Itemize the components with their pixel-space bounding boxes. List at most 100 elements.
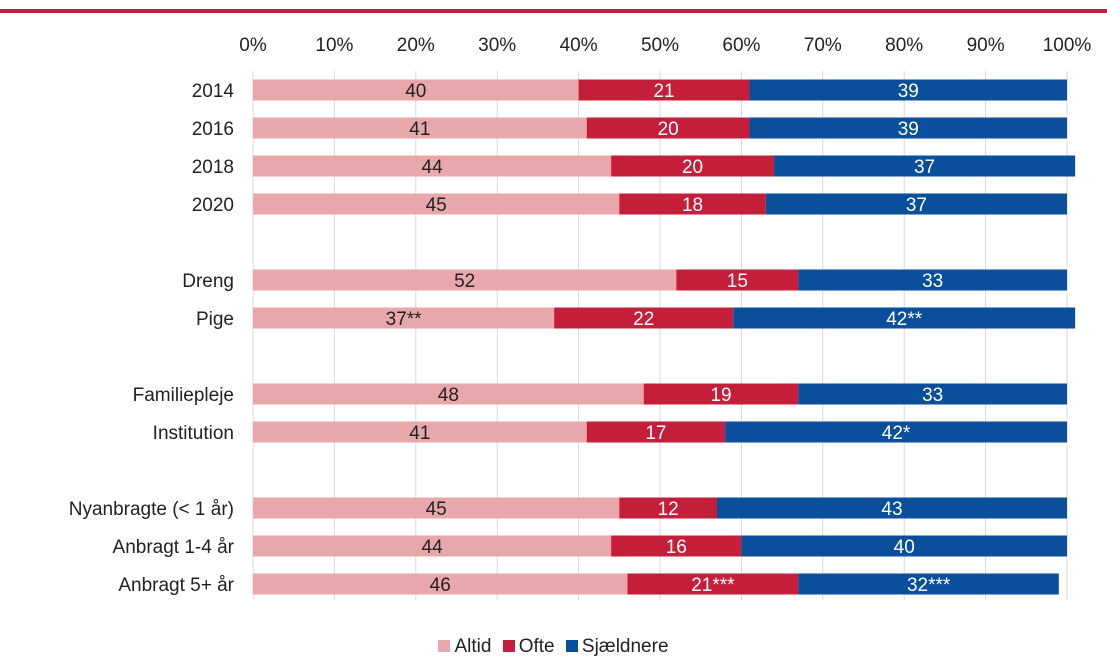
x-tick-label: 10%	[315, 35, 353, 56]
bar-ofte	[586, 117, 750, 139]
category-label: Institution	[153, 423, 234, 444]
bar-ofte	[643, 383, 799, 405]
category-label: Dreng	[182, 271, 234, 292]
x-tick-label: 70%	[804, 35, 842, 56]
data-label-altid: 52	[454, 271, 475, 292]
legend-swatch-ofte	[502, 640, 515, 652]
data-label-sjældnere: 42**	[886, 309, 923, 330]
bar-ofte	[554, 307, 734, 329]
data-label-ofte: 16	[666, 537, 687, 558]
bar-ofte	[676, 269, 799, 291]
legend-label-altid: Altid	[454, 636, 492, 657]
bar-sjældnere	[798, 383, 1067, 405]
data-label-sjældnere: 33	[922, 385, 943, 406]
x-tick-label: 60%	[722, 35, 760, 56]
data-label-sjældnere: 40	[894, 537, 915, 558]
bar-sjældnere	[725, 421, 1067, 443]
category-label: Anbragt 1-4 år	[113, 537, 235, 558]
data-label-altid: 44	[422, 157, 444, 178]
data-label-ofte: 20	[658, 119, 679, 140]
bar-sjældnere	[749, 79, 1067, 101]
bar-ofte	[611, 155, 774, 177]
category-label: 2016	[192, 119, 234, 140]
bar-sjældnere	[798, 269, 1067, 291]
bar-altid	[253, 269, 677, 291]
data-label-altid: 40	[405, 81, 426, 102]
legend: Altid Ofte Sjældnere	[0, 636, 1107, 658]
bar-altid	[253, 193, 620, 215]
bar-ofte	[578, 79, 750, 101]
category-label: 2018	[192, 157, 234, 178]
data-label-ofte: 18	[682, 195, 703, 216]
category-label: Familiepleje	[133, 385, 234, 406]
bar-altid	[253, 307, 555, 329]
data-label-sjældnere: 33	[922, 271, 943, 292]
legend-swatch-altid	[438, 640, 451, 652]
data-label-sjældnere: 39	[898, 119, 919, 140]
data-label-ofte: 21***	[691, 575, 735, 596]
x-tick-label: 30%	[478, 35, 516, 56]
bar-ofte	[627, 573, 799, 595]
data-label-ofte: 20	[682, 157, 703, 178]
legend-item-altid: Altid	[438, 636, 491, 658]
bar-sjældnere	[716, 497, 1067, 519]
bar-altid	[253, 497, 620, 519]
bar-sjældnere	[765, 193, 1067, 215]
data-label-altid: 46	[430, 575, 451, 596]
bar-altid	[253, 535, 612, 557]
x-tick-label: 0%	[239, 35, 267, 56]
bar-sjældnere	[741, 535, 1067, 557]
bar-sjældnere	[733, 307, 1076, 329]
legend-swatch-sjaeldnere	[565, 640, 578, 652]
legend-label-ofte: Ofte	[518, 636, 555, 657]
bar-altid	[253, 421, 587, 443]
bar-altid	[253, 79, 579, 101]
bar-altid	[253, 573, 628, 595]
data-label-ofte: 19	[710, 385, 731, 406]
legend-item-ofte: Ofte	[502, 636, 555, 658]
data-label-altid: 41	[409, 119, 430, 140]
category-label: Pige	[196, 309, 234, 330]
bar-ofte	[619, 193, 766, 215]
data-label-altid: 45	[426, 195, 447, 216]
bar-ofte	[611, 535, 742, 557]
category-label: 2014	[192, 81, 235, 102]
x-tick-label: 90%	[967, 35, 1005, 56]
data-label-sjældnere: 37	[914, 157, 935, 178]
x-tick-label: 100%	[1043, 35, 1092, 56]
category-label: Nyanbragte (< 1 år)	[69, 499, 234, 520]
data-label-altid: 44	[422, 537, 444, 558]
data-label-altid: 41	[409, 423, 430, 444]
legend-label-sjaeldnere: Sjældnere	[581, 636, 669, 657]
x-tick-label: 80%	[885, 35, 923, 56]
data-label-ofte: 15	[727, 271, 748, 292]
data-label-sjældnere: 37	[906, 195, 927, 216]
data-label-ofte: 12	[658, 499, 679, 520]
x-tick-label: 20%	[397, 35, 435, 56]
bar-sjældnere	[798, 573, 1059, 595]
top-accent-rule	[0, 9, 1107, 13]
data-label-ofte: 21	[653, 81, 674, 102]
bar-sjældnere	[749, 117, 1067, 139]
stacked-bar-chart: 0% 10% 20% 30% 40% 50% 60% 70% 80% 90% 100% 2014 40 2…	[69, 35, 1092, 600]
bar-ofte	[619, 497, 717, 519]
legend-item-sjaeldnere: Sjældnere	[565, 636, 669, 658]
bar-sjældnere	[773, 155, 1076, 177]
data-label-altid: 48	[438, 385, 459, 406]
bar-ofte	[586, 421, 726, 443]
category-label: 2020	[192, 195, 234, 216]
data-label-altid: 45	[426, 499, 447, 520]
bar-altid	[253, 383, 644, 405]
x-tick-label: 50%	[641, 35, 679, 56]
x-tick-label: 40%	[560, 35, 598, 56]
data-label-sjældnere: 43	[881, 499, 902, 520]
data-label-sjældnere: 32***	[907, 575, 951, 596]
data-label-ofte: 22	[633, 309, 654, 330]
category-label: Anbragt 5+ år	[118, 575, 234, 596]
data-label-altid: 37**	[386, 309, 423, 330]
data-label-sjældnere: 42*	[882, 423, 911, 444]
data-label-ofte: 17	[645, 423, 666, 444]
data-label-sjældnere: 39	[898, 81, 919, 102]
bar-altid	[253, 117, 587, 139]
bar-altid	[253, 155, 612, 177]
